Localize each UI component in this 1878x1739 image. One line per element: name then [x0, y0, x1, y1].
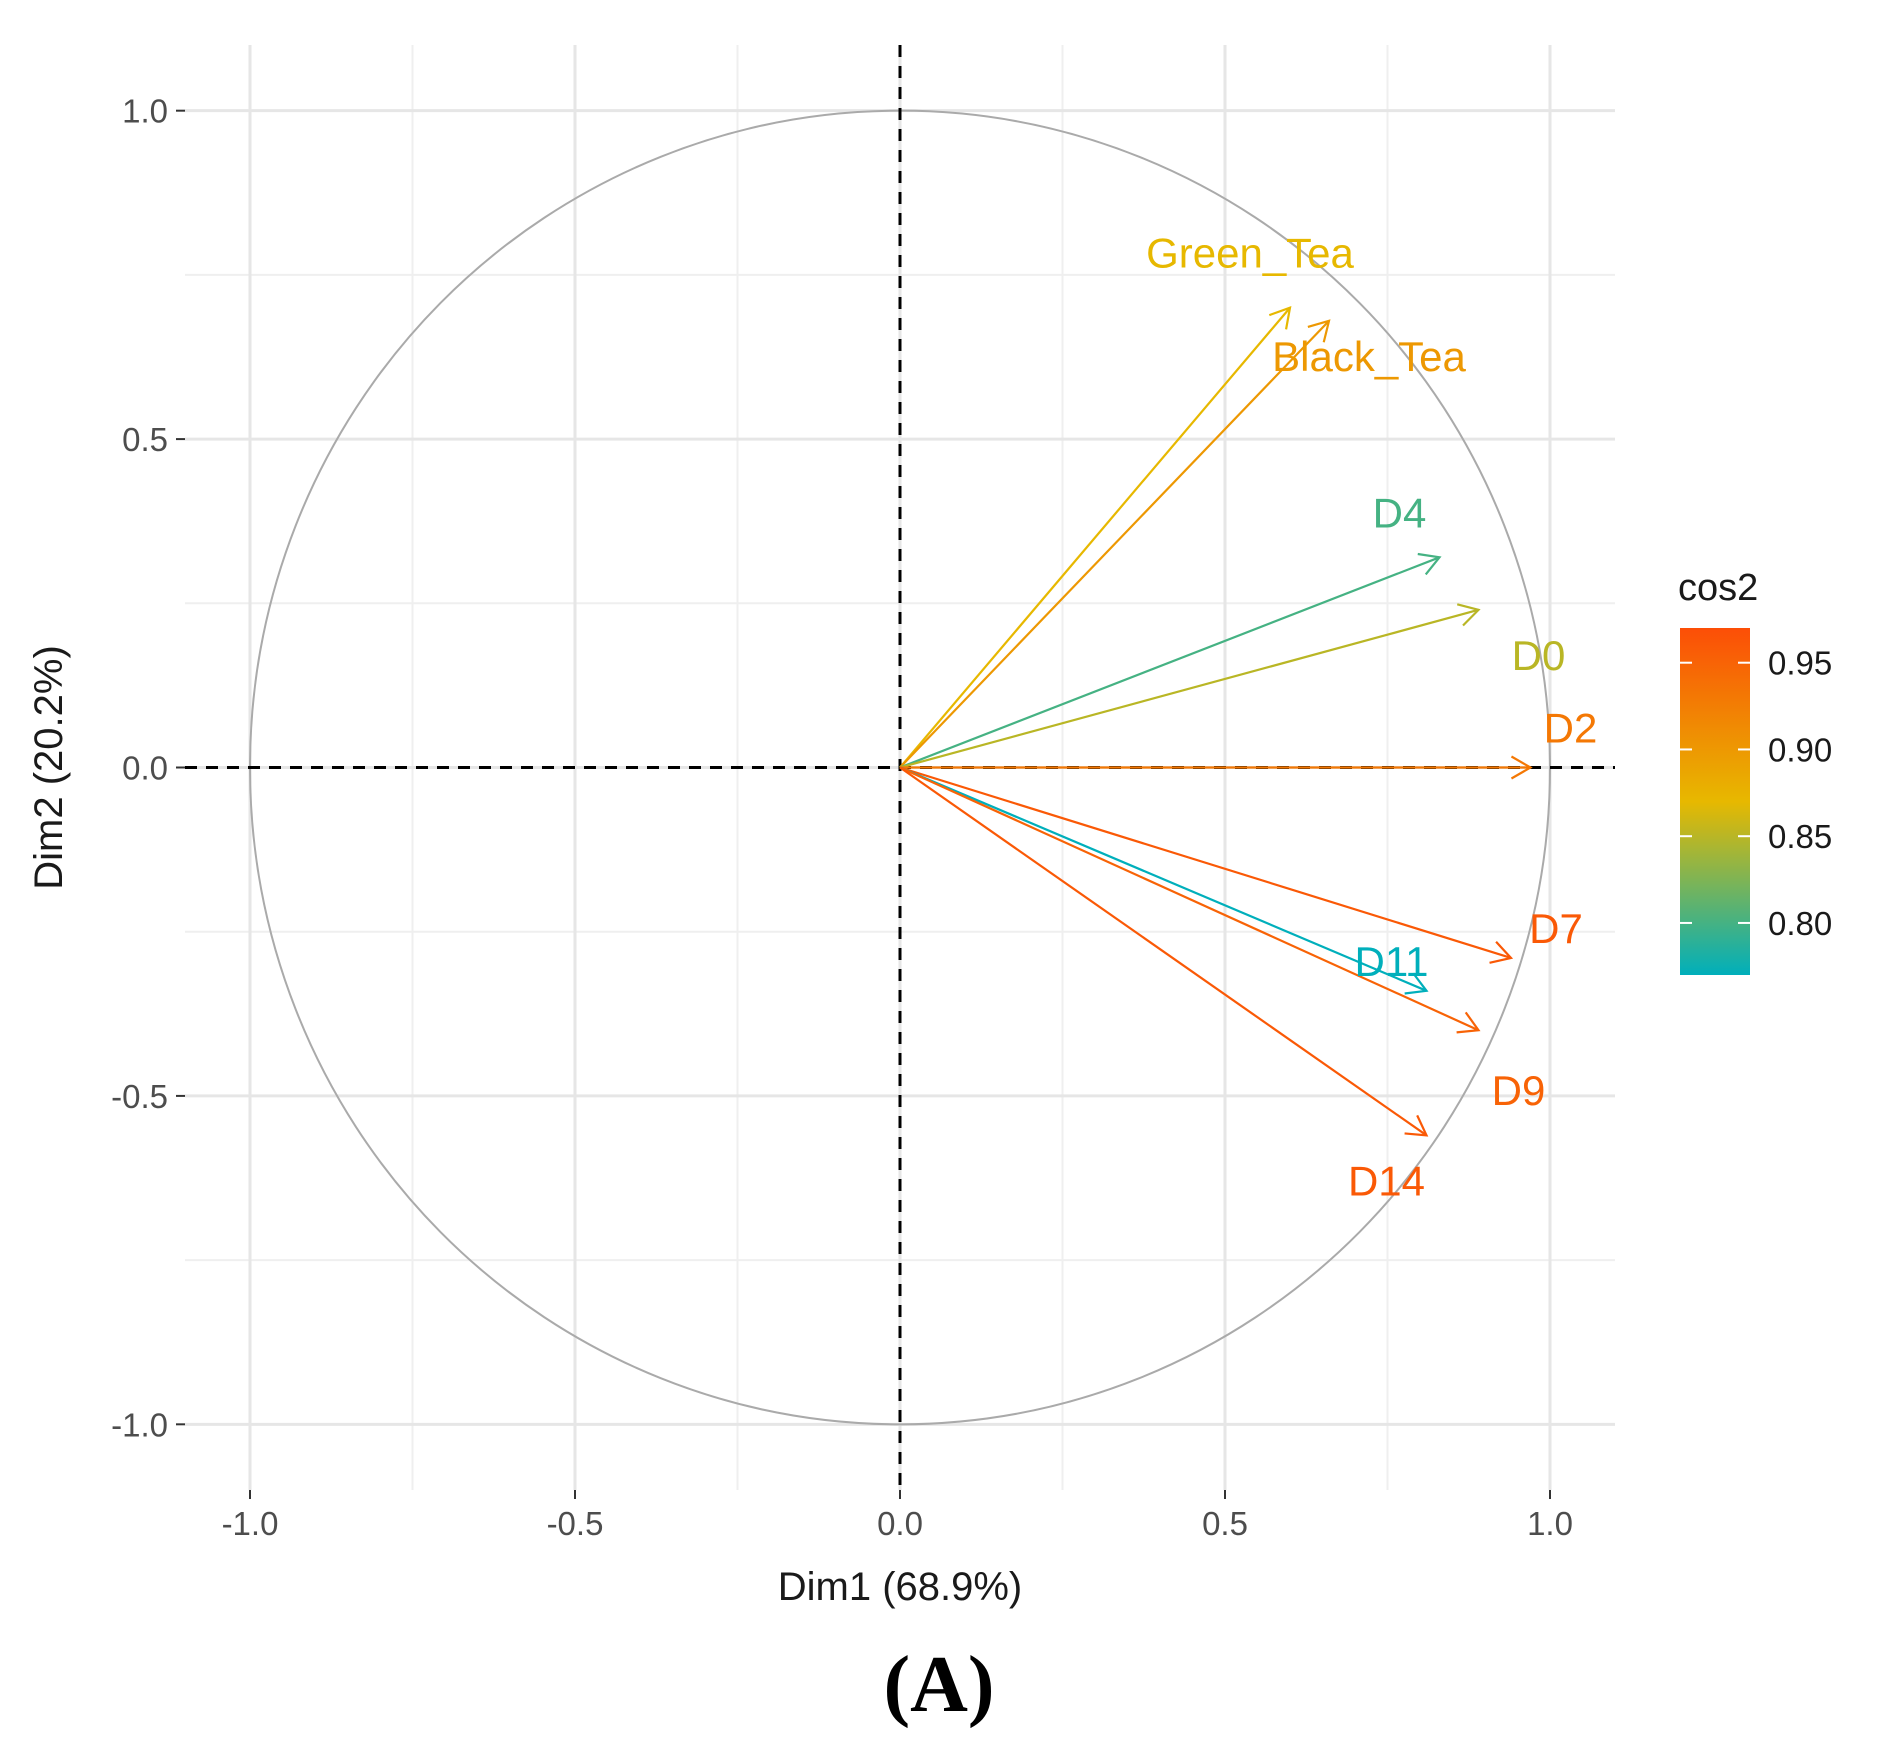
x-tick-label: -0.5 [547, 1505, 604, 1542]
arrow-d14 [900, 768, 1427, 1136]
arrow-d7 [900, 768, 1511, 958]
y-axis-title: Dim2 (20.2%) [27, 645, 71, 890]
arrow-d0 [900, 610, 1479, 768]
legend-tick-label: 0.80 [1768, 905, 1832, 942]
x-tick-label: 0.5 [1202, 1505, 1248, 1542]
arrow-black-tea [900, 321, 1329, 768]
axes: -1.0 -0.5 0.0 0.5 1.0 -1.0 -0.5 0.0 0.5 1.0 [111, 93, 1573, 1542]
x-tick-label: -1.0 [222, 1505, 279, 1542]
label-d14: D14 [1348, 1157, 1425, 1204]
legend-tick-label: 0.85 [1768, 818, 1832, 855]
variable-arrows [900, 308, 1531, 1136]
x-tick-label: 0.0 [877, 1505, 923, 1542]
figure-caption: (A) [0, 1640, 1878, 1731]
y-tick-label: -0.5 [111, 1078, 168, 1115]
x-tick-label: 1.0 [1527, 1505, 1573, 1542]
label-d2: D2 [1544, 705, 1598, 752]
y-tick-label: 1.0 [122, 93, 168, 130]
y-tick-label: 0.5 [122, 421, 168, 458]
arrow-d4 [900, 557, 1440, 767]
label-d11: D11 [1355, 938, 1429, 985]
arrow-d9 [900, 768, 1479, 1031]
label-d4: D4 [1373, 489, 1427, 536]
x-axis-title: Dim1 (68.9%) [778, 1565, 1023, 1609]
legend-tick-label: 0.90 [1768, 731, 1832, 768]
arrow-green-tea [900, 308, 1290, 768]
legend-tick-label: 0.95 [1768, 645, 1832, 682]
variable-labels: Green_Tea Black_Tea D4 D0 D2 D7 D11 D9 D14 [1146, 230, 1597, 1205]
arrow-d11 [900, 768, 1427, 991]
label-black-tea: Black_Tea [1272, 333, 1466, 380]
pca-correlation-circle-chart: Green_TeaBlack_TeaD4D0D2D7D11D9D14 -1.0-… [0, 0, 1878, 1739]
label-d9: D9 [1492, 1067, 1546, 1114]
label-d0: D0 [1512, 632, 1566, 679]
y-tick-label: -1.0 [111, 1406, 168, 1443]
legend: cos2 0.80 0.85 0.90 0.95 [1678, 567, 1832, 975]
y-tick-label: 0.0 [122, 750, 168, 787]
label-green-tea: Green_Tea [1146, 230, 1354, 277]
label-d7: D7 [1529, 905, 1583, 952]
legend-title: cos2 [1678, 567, 1758, 609]
